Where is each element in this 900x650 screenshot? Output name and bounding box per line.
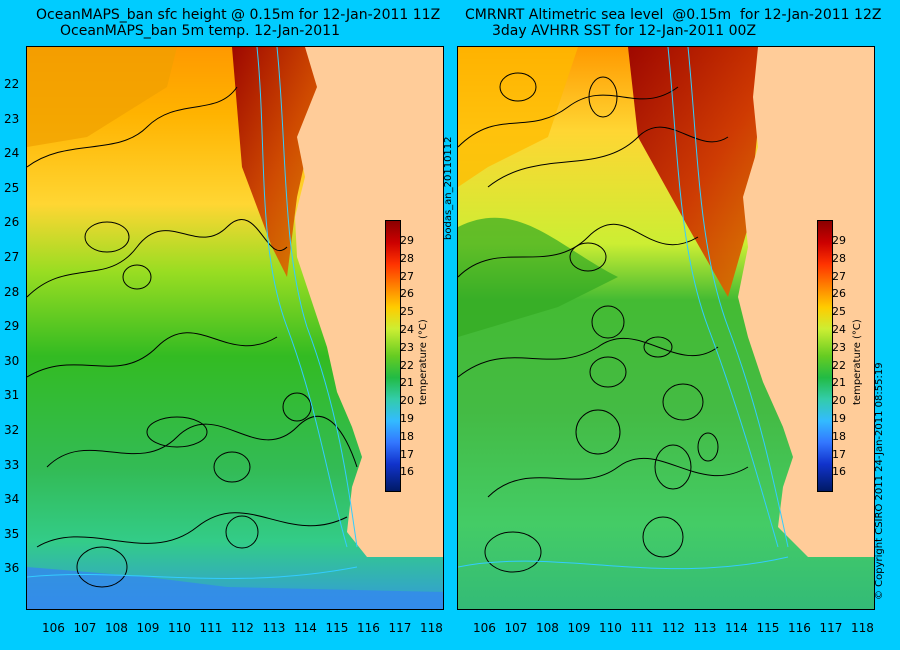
right-map-svg <box>458 47 874 609</box>
longitude-tick-label: 109 <box>567 621 591 635</box>
longitude-tick-label: 111 <box>199 621 223 635</box>
longitude-tick-label: 112 <box>231 621 254 635</box>
longitude-tick-label: 116 <box>357 621 380 635</box>
latitude-tick-label: 35 <box>4 526 20 541</box>
colorbar-tick-label: 19 <box>400 412 414 425</box>
longitude-tick-label: 113 <box>262 621 286 635</box>
longitude-tick-label: 106 <box>473 621 496 635</box>
latitude-tick-label: 26 <box>4 215 20 230</box>
longitude-tick-label: 116 <box>788 621 811 635</box>
colorbar-title: temperature (°C) <box>418 319 429 405</box>
colorbar-tick-label: 28 <box>832 251 846 265</box>
longitude-tick-label: 117 <box>819 621 843 635</box>
longitude-tick-label: 106 <box>42 621 65 635</box>
latitude-tick-label: 32 <box>4 423 20 437</box>
colorbar-tick-label: 22 <box>400 358 414 372</box>
colorbar-tick-label: 29 <box>400 234 414 247</box>
colorbar-tick-label: 23 <box>832 340 846 354</box>
longitude-tick-label: 115 <box>756 621 780 635</box>
colorbar-tick-label: 23 <box>400 340 414 354</box>
longitude-tick-label: 113 <box>693 621 717 635</box>
right-title-line1: CMRNRT Altimetric sea level @0.15m for 1… <box>465 7 882 23</box>
latitude-tick-label: 25 <box>4 180 20 195</box>
latitude-tick-label: 30 <box>4 353 20 368</box>
right-land-mass <box>738 47 874 557</box>
colorbar <box>385 220 401 492</box>
longitude-tick-label: 108 <box>105 621 128 635</box>
longitude-tick-label: 114 <box>725 621 748 635</box>
longitude-tick-label: 108 <box>536 621 559 635</box>
colorbar-tick-label: 26 <box>832 287 846 301</box>
colorbar-tick-label: 28 <box>400 251 414 265</box>
longitude-tick-label: 109 <box>136 621 160 635</box>
latitude-tick-label: 36 <box>4 561 20 576</box>
colorbar-tick-label: 16 <box>400 465 414 479</box>
colorbar-tick-label: 21 <box>832 376 846 390</box>
colorbar-tick-label: 27 <box>832 269 846 283</box>
latitude-tick-label: 28 <box>4 284 20 299</box>
latitude-tick-label: 22 <box>4 77 20 91</box>
right-title-line2: 3day AVHRR SST for 12-Jan-2011 00Z <box>492 23 757 39</box>
colorbar-tick-label: 17 <box>832 447 846 461</box>
longitude-tick-label: 112 <box>662 621 685 635</box>
left-title-line1: OceanMAPS_ban sfc height @ 0.15m for 12-… <box>36 7 441 23</box>
latitude-tick-label: 31 <box>4 388 20 403</box>
longitude-tick-label: 115 <box>325 621 349 635</box>
latitude-tick-label: 29 <box>4 319 20 334</box>
colorbar-tick-label: 26 <box>400 287 414 301</box>
colorbar-right <box>817 220 833 492</box>
right-map-panel[interactable] <box>457 46 875 610</box>
colorbar-tick-label: 25 <box>400 305 414 319</box>
run-id-label: bodas_an_20110112 <box>443 136 454 240</box>
latitude-tick-label: 34 <box>4 492 20 507</box>
colorbar-tick-label: 18 <box>832 429 846 443</box>
colorbar-tick-label: 29 <box>832 234 846 247</box>
colorbar-tick-label: 19 <box>832 412 846 425</box>
colorbar-tick-label: 18 <box>400 429 414 443</box>
colorbar-tick-label: 16 <box>832 465 846 479</box>
latitude-tick-label: 33 <box>4 457 20 472</box>
colorbar-right-title: temperature (°C) <box>852 319 863 405</box>
colorbar-tick-label: 22 <box>832 358 846 372</box>
colorbar-tick-label: 21 <box>400 376 414 390</box>
longitude-tick-label: 110 <box>599 621 622 635</box>
longitude-tick-label: 111 <box>630 621 654 635</box>
longitude-tick-label: 107 <box>504 621 528 635</box>
left-map-panel[interactable] <box>26 46 444 610</box>
colorbar-tick-label: 20 <box>832 394 846 408</box>
left-title-line2: OceanMAPS_ban 5m temp. 12-Jan-2011 <box>60 23 340 39</box>
colorbar-tick-label: 20 <box>400 394 414 408</box>
latitude-tick-label: 24 <box>4 146 20 161</box>
colorbar-tick-label: 24 <box>400 323 414 336</box>
longitude-tick-label: 110 <box>168 621 191 635</box>
colorbar-tick-label: 27 <box>400 269 414 283</box>
longitude-tick-label: 117 <box>388 621 412 635</box>
longitude-tick-label: 114 <box>294 621 317 635</box>
latitude-tick-label: 23 <box>4 111 20 126</box>
colorbar-tick-label: 17 <box>400 447 414 461</box>
latitude-tick-label: 27 <box>4 250 20 264</box>
longitude-tick-label: 107 <box>73 621 97 635</box>
colorbar-tick-label: 25 <box>832 305 846 319</box>
colorbar-tick-label: 24 <box>832 323 846 336</box>
copyright-label: © Copyright CSIRO 2011 24-Jan-2011 08:55… <box>874 362 885 600</box>
left-land-mass <box>295 47 443 557</box>
longitude-tick-label: 118 <box>420 621 443 635</box>
longitude-tick-label: 118 <box>851 621 874 635</box>
left-map-svg <box>27 47 443 609</box>
